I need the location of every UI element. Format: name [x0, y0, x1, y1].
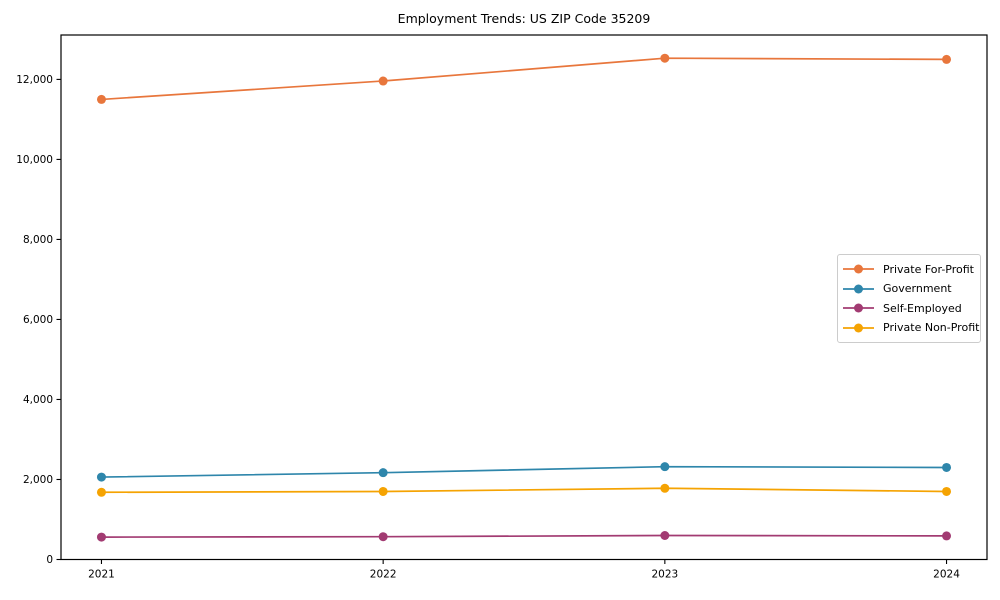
- x-tick-label: 2021: [88, 569, 115, 581]
- series-line-private-for-profit: [101, 57, 947, 101]
- data-point-private-non-profit-2022: [378, 486, 388, 496]
- y-tick-label: 10,000: [16, 154, 53, 166]
- data-point-private-for-profit-2023: [660, 53, 670, 63]
- y-tick-label: 2,000: [23, 474, 53, 486]
- data-point-private-non-profit-2023: [660, 483, 670, 493]
- data-point-government-2021: [96, 472, 106, 482]
- data-point-private-non-profit-2024: [942, 486, 952, 496]
- legend-line-marker-icon: [843, 303, 874, 313]
- legend-label: Self-Employed: [883, 301, 962, 315]
- data-point-private-for-profit-2024: [942, 54, 952, 64]
- legend-line-marker-icon: [843, 284, 874, 294]
- data-point-self-employed-2022: [378, 532, 388, 542]
- legend-label: Private For-Profit: [883, 262, 974, 276]
- data-point-government-2022: [378, 468, 388, 478]
- data-point-private-non-profit-2021: [96, 487, 106, 497]
- legend-label: Government: [883, 282, 952, 296]
- data-point-self-employed-2021: [96, 532, 106, 542]
- data-point-self-employed-2024: [942, 531, 952, 541]
- series-line-private-non-profit: [101, 487, 947, 494]
- legend-label: Private Non-Profit: [883, 321, 980, 335]
- y-tick-label: 4,000: [23, 394, 53, 406]
- data-point-government-2023: [660, 462, 670, 472]
- y-tick-label: 6,000: [23, 314, 53, 326]
- y-tick-label: 8,000: [23, 234, 53, 246]
- legend-line-marker-icon: [843, 323, 874, 333]
- data-point-private-for-profit-2022: [378, 76, 388, 86]
- legend-item-government: Government: [842, 280, 974, 298]
- y-tick-label: 0: [46, 554, 53, 566]
- axes-frame: [60, 34, 988, 561]
- legend: Private For-Profit Government Self-Emplo…: [837, 254, 981, 343]
- y-tick-label: 12,000: [16, 74, 53, 86]
- series-line-government: [101, 465, 947, 478]
- data-point-self-employed-2023: [660, 530, 670, 540]
- x-tick-label: 2022: [370, 569, 397, 581]
- legend-item-self-employed: Self-Employed: [842, 299, 974, 317]
- x-tick-label: 2023: [651, 569, 678, 581]
- x-tick-label: 2024: [933, 569, 960, 581]
- data-point-private-for-profit-2021: [96, 94, 106, 104]
- legend-line-marker-icon: [843, 264, 874, 274]
- legend-item-private-for-profit: Private For-Profit: [842, 260, 974, 278]
- chart-title: Employment Trends: US ZIP Code 35209: [397, 11, 651, 26]
- series-line-self-employed: [101, 534, 947, 538]
- legend-item-private-non-profit: Private Non-Profit: [842, 319, 979, 337]
- data-point-government-2024: [942, 462, 952, 472]
